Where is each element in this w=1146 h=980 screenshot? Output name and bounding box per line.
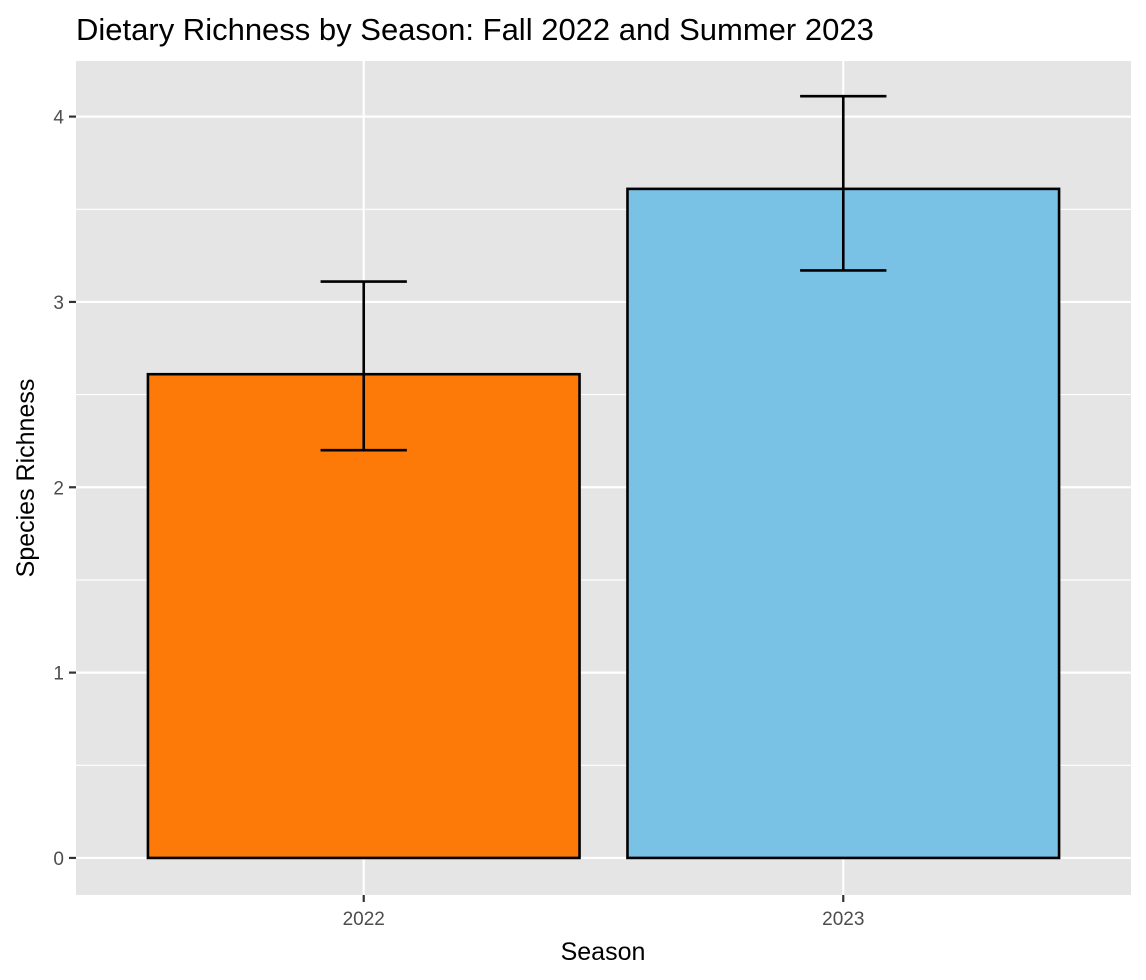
y-tick-label: 4 (53, 108, 64, 129)
bars-layer (146, 187, 1061, 860)
y-tick-label: 3 (53, 293, 64, 314)
x-tick-label: 2023 (822, 909, 864, 930)
y-tick-label: 0 (53, 849, 64, 870)
error-bar-2023 (800, 94, 887, 272)
y-tick-label: 2 (53, 478, 64, 499)
y-axis-title: Species Richness (12, 379, 40, 578)
y-tick-label: 1 (53, 664, 64, 685)
bar-2023 (626, 187, 1061, 860)
y-axis: 0 1 2 3 4 (53, 108, 76, 870)
x-axis-title: Season (561, 938, 646, 966)
chart-title: Dietary Richness by Season: Fall 2022 an… (76, 12, 874, 47)
x-tick-label: 2022 (343, 909, 385, 930)
error-bar-2022 (320, 280, 407, 452)
error-bars-layer (320, 94, 887, 452)
bar-2022 (146, 372, 581, 860)
x-axis: 2022 2023 (343, 895, 864, 930)
